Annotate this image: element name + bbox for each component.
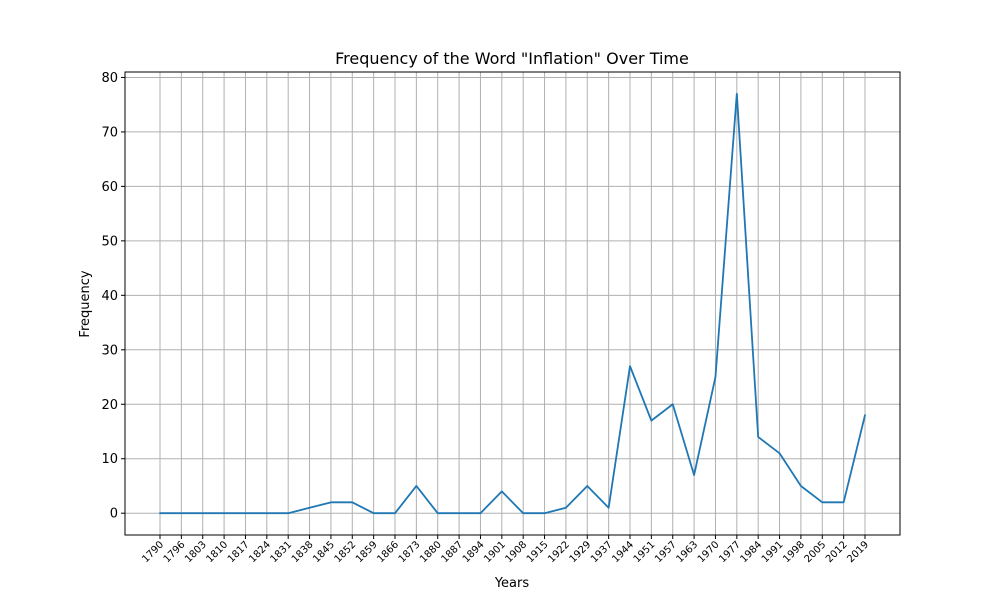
series-layer bbox=[159, 92, 866, 515]
data-point bbox=[330, 501, 332, 503]
data-point bbox=[736, 93, 738, 95]
x-tick-label: 1922 bbox=[546, 539, 572, 565]
data-point bbox=[714, 376, 716, 378]
x-tick-label: 1908 bbox=[504, 539, 530, 565]
x-tick-label: 2005 bbox=[803, 539, 829, 565]
x-tick-label: 1963 bbox=[674, 539, 700, 565]
x-tick-label: 1831 bbox=[269, 539, 295, 565]
y-tick-label: 30 bbox=[101, 343, 118, 358]
x-tick-label: 1838 bbox=[290, 539, 316, 565]
data-point bbox=[351, 501, 353, 503]
data-point bbox=[159, 512, 161, 514]
x-tick-label: 1824 bbox=[247, 539, 273, 565]
data-point bbox=[629, 365, 631, 367]
x-tick-label: 1790 bbox=[140, 539, 166, 565]
y-tick-labels: 0 10 20 30 40 50 60 70 80 bbox=[101, 71, 118, 522]
y-tick-label: 0 bbox=[110, 507, 118, 522]
data-point bbox=[586, 485, 588, 487]
x-tick-label: 2012 bbox=[824, 539, 850, 565]
x-tick-label: 1901 bbox=[482, 539, 508, 565]
x-tick-label: 1991 bbox=[760, 539, 786, 565]
x-tick-label: 1873 bbox=[397, 539, 423, 565]
x-axis-label: Years bbox=[494, 576, 530, 591]
plot-frame bbox=[124, 71, 901, 536]
data-point bbox=[608, 507, 610, 509]
x-tick-label: 1951 bbox=[632, 539, 658, 565]
data-point bbox=[287, 512, 289, 514]
data-point bbox=[309, 507, 311, 509]
y-tick-label: 20 bbox=[101, 398, 118, 413]
data-point bbox=[244, 512, 246, 514]
x-tick-label: 1998 bbox=[781, 539, 807, 565]
x-tick-label: 2019 bbox=[845, 539, 871, 565]
data-point bbox=[458, 512, 460, 514]
x-tick-label: 1803 bbox=[183, 539, 209, 565]
x-tick-label: 1810 bbox=[204, 539, 230, 565]
data-point bbox=[650, 420, 652, 422]
data-point bbox=[544, 512, 546, 514]
x-tick-label: 1859 bbox=[354, 539, 380, 565]
data-point bbox=[202, 512, 204, 514]
y-tick-label: 50 bbox=[101, 234, 118, 249]
x-tick-label: 1817 bbox=[226, 539, 252, 565]
x-tick-label: 1894 bbox=[461, 539, 487, 565]
y-axis-label: Frequency bbox=[78, 270, 93, 337]
x-tick-label: 1887 bbox=[439, 539, 465, 565]
data-point bbox=[672, 403, 674, 405]
tick-marks bbox=[121, 76, 866, 539]
y-tick-label: 80 bbox=[101, 71, 118, 86]
x-tick-label: 1845 bbox=[311, 539, 337, 565]
data-point bbox=[415, 485, 417, 487]
y-tick-label: 10 bbox=[101, 452, 118, 467]
x-tick-label: 1915 bbox=[525, 539, 551, 565]
x-tick-label: 1957 bbox=[653, 539, 679, 565]
data-point bbox=[479, 512, 481, 514]
x-tick-label: 1984 bbox=[739, 539, 765, 565]
data-point bbox=[394, 512, 396, 514]
data-point bbox=[757, 436, 759, 438]
x-tick-labels: 1790179618031810181718241831183818451852… bbox=[140, 539, 871, 565]
x-tick-label: 1852 bbox=[333, 539, 359, 565]
data-point bbox=[565, 507, 567, 509]
data-point bbox=[373, 512, 375, 514]
x-tick-label: 1866 bbox=[375, 539, 401, 565]
data-point bbox=[266, 512, 268, 514]
x-tick-label: 1929 bbox=[568, 539, 594, 565]
data-point bbox=[800, 485, 802, 487]
data-point bbox=[180, 512, 182, 514]
data-point bbox=[821, 501, 823, 503]
data-point bbox=[437, 512, 439, 514]
y-tick-label: 60 bbox=[101, 180, 118, 195]
x-tick-label: 1977 bbox=[717, 539, 743, 565]
data-point bbox=[779, 452, 781, 454]
series-line-1 bbox=[159, 92, 866, 515]
data-point bbox=[693, 474, 695, 476]
data-point bbox=[522, 512, 524, 514]
data-point bbox=[843, 501, 845, 503]
data-point bbox=[223, 512, 225, 514]
chart-title: Frequency of the Word "Inflation" Over T… bbox=[335, 49, 689, 68]
x-tick-label: 1880 bbox=[418, 539, 444, 565]
x-tick-label: 1970 bbox=[696, 539, 722, 565]
y-tick-label: 40 bbox=[101, 289, 118, 304]
grid-lines bbox=[125, 72, 900, 535]
data-point bbox=[864, 414, 866, 416]
x-tick-label: 1944 bbox=[610, 539, 636, 565]
x-tick-label: 1937 bbox=[589, 539, 615, 565]
y-tick-label: 70 bbox=[101, 125, 118, 140]
x-tick-label: 1796 bbox=[162, 539, 188, 565]
data-point bbox=[501, 490, 503, 492]
